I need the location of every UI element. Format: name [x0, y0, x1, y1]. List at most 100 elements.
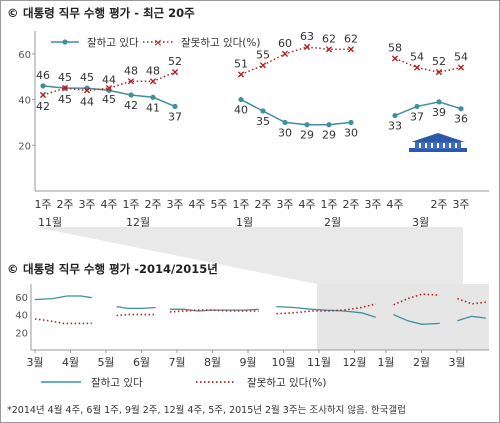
- top-approve-data-label: 30: [344, 126, 358, 139]
- top-approve-point: [458, 106, 464, 112]
- bottom-x-month-label: 3월: [448, 356, 465, 369]
- top-x-month-label: 12월: [126, 216, 150, 229]
- top-x-week-label: 4주: [298, 198, 315, 211]
- top-disapprove-point: [281, 50, 289, 57]
- top-disapprove-point: [83, 87, 91, 94]
- bottom-disapprove-line: [457, 297, 486, 305]
- bottom-x-month-label: 4월: [62, 356, 79, 369]
- top-approve-data-label: 39: [432, 106, 446, 119]
- bottom-x-month-label: 9월: [239, 356, 256, 369]
- top-disapprove-data-label: 42: [36, 100, 50, 113]
- top-legend-disapprove-marker: ×: [153, 36, 162, 49]
- top-approve-data-label: 42: [124, 99, 138, 112]
- top-disapprove-point: [413, 64, 421, 71]
- bottom-x-month-label: 1월: [377, 356, 394, 369]
- top-approve-point: [348, 119, 354, 126]
- bottom-y-tick-label: 60: [15, 293, 28, 304]
- top-approve-data-label: 37: [168, 110, 182, 123]
- top-y-tick-label: 40: [18, 96, 31, 107]
- top-x-week-label: 3주: [166, 198, 183, 211]
- top-disapprove-data-label: 44: [80, 95, 94, 108]
- top-disapprove-point: [457, 64, 465, 71]
- bottom-approve-line: [393, 314, 440, 325]
- top-disapprove-point: [303, 43, 311, 51]
- bottom-highlight-region: [317, 284, 489, 350]
- bottom-axes: 20 40 60 3월 4월 5월 6월 7월 8월 9월 10월 11월 12월 1월 2월 3월: [15, 284, 489, 369]
- top-x-month-label: 1월: [236, 216, 253, 229]
- top-approve-data-label: 29: [322, 129, 336, 142]
- top-disapprove-data-label: 52: [432, 55, 446, 68]
- top-approve-data-label: 45: [80, 71, 94, 84]
- bottom-disapprove-line: [34, 318, 92, 325]
- top-approve-point: [40, 83, 46, 89]
- bottom-x-month-label: 7월: [168, 356, 185, 369]
- bottom-x-month-label: 10월: [271, 356, 295, 369]
- top-approve-point: [304, 122, 310, 128]
- top-legend: 잘하고 있다 × 잘못하고 있다(%): [51, 36, 260, 49]
- bottom-approve-line: [276, 305, 376, 318]
- blue-house-icon: [409, 133, 467, 152]
- bottom-x-month-label: 11월: [307, 356, 331, 369]
- top-approve-point: [238, 96, 244, 103]
- top-x-week-label: 3주: [364, 198, 381, 211]
- top-x-week-label: 3주: [452, 198, 469, 211]
- top-approve-data-label: 29: [300, 129, 314, 142]
- bottom-plot: [34, 293, 486, 325]
- bottom-x-month-label: 12월: [342, 356, 366, 369]
- top-approve-point: [326, 122, 332, 128]
- top-disapprove-line: [394, 57, 462, 73]
- bottom-approve-line: [116, 305, 156, 310]
- top-approve-data-label: 46: [36, 69, 50, 82]
- bottom-x-month-label: 3월: [26, 356, 43, 369]
- bottom-x-month-label: 2월: [413, 356, 430, 369]
- top-approve-point: [436, 99, 442, 105]
- bottom-approve-line: [169, 308, 259, 312]
- top-approve-point: [128, 92, 134, 98]
- bottom-legend-disapprove-label: 잘못하고 있다(%): [247, 376, 326, 389]
- top-disapprove-data-label: 63: [300, 30, 314, 43]
- top-disapprove-point: [61, 85, 69, 92]
- top-x-week-label: 2주: [254, 198, 271, 211]
- top-disapprove-data-label: 45: [58, 93, 72, 106]
- top-approve-point: [282, 119, 288, 126]
- top-approve-data-label: 45: [58, 71, 72, 84]
- top-disapprove-data-label: 52: [168, 55, 182, 68]
- top-legend-approve-label: 잘하고 있다: [87, 36, 139, 49]
- top-disapprove-data-label: 60: [278, 37, 292, 50]
- bottom-legend: 잘하고 있다 잘못하고 있다(%): [41, 376, 326, 389]
- top-legend-disapprove-label: 잘못하고 있다(%): [181, 36, 260, 49]
- top-x-week-label: 1주: [232, 198, 249, 211]
- top-approve-line: [394, 101, 462, 117]
- top-disapprove-data-label: 55: [256, 48, 270, 61]
- bottom-disapprove-line: [116, 313, 156, 317]
- top-approve-point: [414, 103, 420, 110]
- top-x-week-label: 4주: [386, 198, 403, 211]
- top-approve-data-label: 36: [454, 113, 468, 126]
- bottom-approve-line: [457, 315, 486, 322]
- top-x-month-label: 11월: [38, 216, 62, 229]
- top-disapprove-point: [105, 85, 113, 92]
- top-disapprove-data-label: 62: [344, 32, 358, 45]
- top-axes: 20 40 60 1주 2주 3주 4주 1주 2주 3주 4주 5주 1주 2주 3주 4주 1주 2주 3주 4주…: [18, 31, 489, 229]
- bottom-x-month-label: 6월: [133, 356, 150, 369]
- top-disapprove-point: [435, 69, 443, 76]
- top-approve-data-label: 30: [278, 126, 292, 139]
- top-y-tick-label: 20: [18, 141, 31, 152]
- top-approve-data-label: 33: [388, 120, 402, 133]
- top-approve-point: [172, 103, 178, 110]
- bottom-y-tick-label: 20: [15, 328, 28, 339]
- bottom-legend-approve-label: 잘하고 있다: [91, 376, 143, 389]
- top-disapprove-point: [325, 46, 333, 53]
- top-plot: 46 45 45 44 42 41 37 40 35 30 29 29 30 33 37 39 36 42 45 44…: [36, 30, 468, 142]
- top-disapprove-data-label: 48: [146, 64, 160, 77]
- top-disapprove-data-label: 48: [124, 64, 138, 77]
- top-x-week-label: 3주: [78, 198, 95, 211]
- top-disapprove-data-label: 45: [102, 93, 116, 106]
- top-approve-point: [392, 112, 398, 119]
- top-x-month-label: 2월: [324, 216, 341, 229]
- top-x-month-label: 3월: [412, 216, 429, 229]
- bottom-x-month-label: 5월: [97, 356, 114, 369]
- top-disapprove-data-label: 62: [322, 32, 336, 45]
- top-x-week-label: 4주: [100, 198, 117, 211]
